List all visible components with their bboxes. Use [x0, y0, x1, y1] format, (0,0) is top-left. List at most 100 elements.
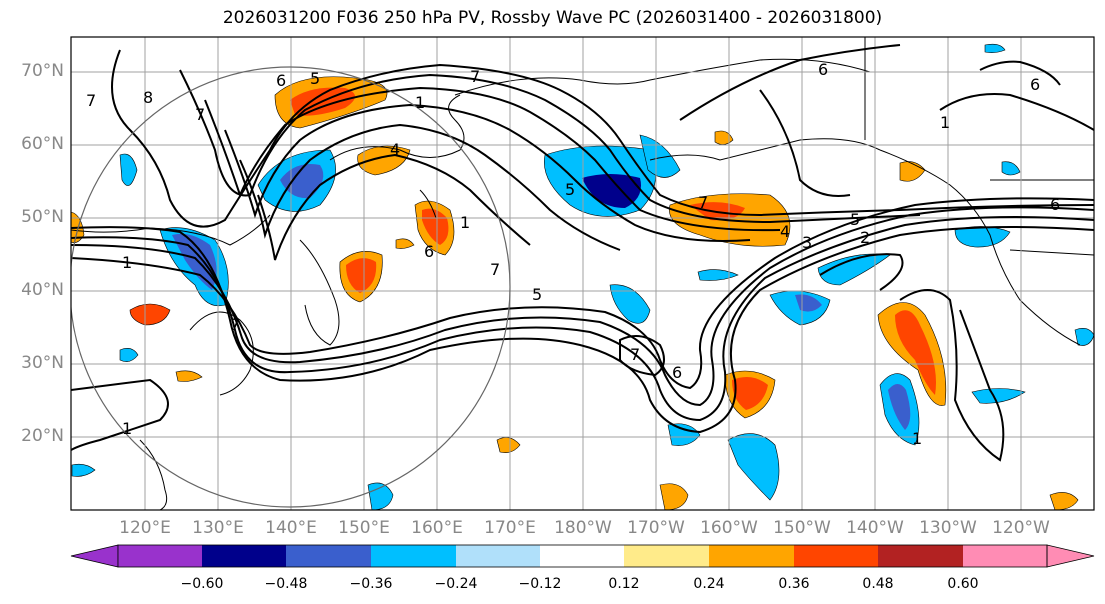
colorbar-tick: 0.48 [862, 576, 894, 592]
contour-label: 7 [490, 260, 500, 279]
colorbar-swatch [794, 545, 878, 567]
contour-label: 6 [818, 60, 828, 79]
anomaly-blue-ne [817, 253, 891, 286]
lon-label: 150°E [338, 518, 390, 538]
lon-label: 170°W [627, 518, 685, 538]
lon-label: 120°W [992, 518, 1050, 538]
contour-label: 1 [415, 93, 425, 112]
anomaly-orange-mid [395, 238, 415, 249]
colorbar-swatch [540, 545, 624, 567]
colorbar-tick: 0.12 [608, 576, 640, 592]
lat-label: 20°N [21, 426, 64, 446]
anomaly-blue-south [667, 423, 701, 446]
lat-label: 30°N [21, 353, 64, 373]
contour-label: 8 [143, 88, 153, 107]
contour-line [759, 89, 851, 197]
contour-label: 1 [122, 253, 132, 272]
contour-line [204, 86, 781, 232]
contour-label: 7 [630, 345, 640, 364]
lon-label: 130°E [192, 518, 244, 538]
lat-label: 60°N [21, 134, 64, 154]
lon-label: 140°E [265, 518, 317, 538]
anomaly-darkblue-korea [172, 233, 217, 290]
map-frame [70, 36, 1095, 511]
anomaly-blue-nw-corner [984, 43, 1006, 53]
colorbar-swatch [878, 545, 963, 567]
colorbar-tick: −0.24 [434, 576, 478, 592]
contour-line [179, 69, 921, 224]
lat-label: 70°N [21, 61, 64, 81]
contour-label: 5 [310, 69, 320, 88]
colorbar-tick: −0.12 [518, 576, 562, 592]
colorbar-swatch [456, 545, 540, 567]
lon-label: 160°W [700, 518, 758, 538]
pv-contours [71, 44, 1094, 462]
anomaly-red-china [129, 303, 171, 326]
anomaly-red-hawaii-n [732, 376, 768, 410]
lon-label: 120°E [119, 518, 171, 538]
contour-line [239, 123, 621, 251]
colorbar-swatch [963, 545, 1047, 567]
contour-label: 7 [195, 105, 205, 124]
colorbar-swatch [286, 545, 371, 567]
lon-label: 170°E [484, 518, 536, 538]
contour-label: 1 [122, 419, 132, 438]
colorbar-tick: 0.24 [693, 576, 725, 592]
colorbar-tick: −0.36 [349, 576, 393, 592]
lon-label: 160°E [411, 518, 463, 538]
contour-label: 6 [1050, 195, 1060, 214]
contour-label: 6 [276, 71, 286, 90]
contour-label: 5 [532, 285, 542, 304]
contour-label: 7 [698, 193, 708, 212]
colorbar-extend-high [1046, 544, 1095, 568]
contour-label: 3 [802, 233, 812, 252]
contour-labels: 6 5 7 8 7 1 4 7 1 6 6 5 7 6 5 4 3 2 6 7 … [86, 60, 1060, 448]
colorbar-tick: 0.60 [947, 576, 979, 592]
contour-label: 5 [850, 210, 860, 229]
colorbar-tick: −0.60 [180, 576, 224, 592]
colorbar-tick: −0.48 [264, 576, 308, 592]
contour-label: 1 [912, 429, 922, 448]
anomaly-blue-ne2 [1001, 161, 1021, 176]
contour-label: 5 [565, 180, 575, 199]
anomaly-red-japan [346, 258, 377, 293]
anomaly-blue-south2 [697, 269, 739, 281]
anomaly-blue-w2 [119, 348, 139, 362]
colorbar-swatch [118, 545, 202, 567]
contour-label: 6 [424, 242, 434, 261]
colorbar-swatch [709, 545, 794, 567]
contour-line [71, 378, 169, 451]
anomaly-orange-south [496, 437, 521, 453]
contour-line [939, 93, 1094, 131]
lon-label: 130°W [919, 518, 977, 538]
colorbar [70, 544, 1095, 568]
map-title: 2026031200 F036 250 hPa PV, Rossby Wave … [222, 8, 883, 28]
anomaly-blue-hawaii [727, 433, 780, 501]
anomaly-blue-alaska-s [639, 134, 681, 178]
colorbar-swatch [202, 545, 286, 567]
colorbar-swatch [624, 545, 709, 567]
latlon-grid [71, 37, 1094, 510]
contour-line [679, 44, 901, 121]
contour-label: 1 [460, 213, 470, 232]
lat-label: 40°N [21, 280, 64, 300]
anomaly-red-east [895, 310, 936, 395]
colorbar-swatch [371, 545, 456, 567]
anomaly-navy-bering [582, 174, 641, 208]
lat-label: 50°N [21, 207, 64, 227]
anomaly-blue-far-w [119, 153, 138, 186]
contour-line [979, 60, 1061, 86]
contour-label: 7 [86, 91, 96, 110]
lon-label: 140°W [846, 518, 904, 538]
anomaly-orange-w3 [175, 370, 203, 382]
contour-label: 7 [230, 315, 240, 334]
contour-label: 6 [1030, 75, 1040, 94]
contour-label: 7 [470, 67, 480, 86]
colorbar-tick: 0.36 [778, 576, 810, 592]
colorbar-extend-low [70, 544, 119, 568]
contour-label: 2 [860, 228, 870, 247]
anomaly-darkblue-east [888, 384, 911, 430]
lon-label: 150°W [773, 518, 831, 538]
contour-line [619, 335, 665, 377]
